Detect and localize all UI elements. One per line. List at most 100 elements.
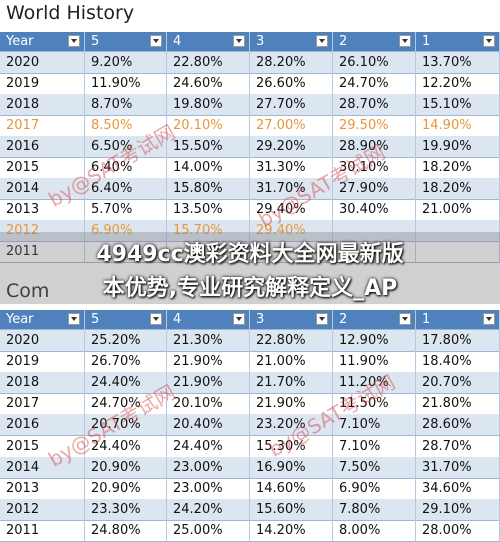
cell: 13.50%: [167, 199, 250, 221]
header-cell: 5: [85, 32, 167, 52]
cell: 21.90%: [167, 351, 250, 374]
cell: 2013: [0, 477, 85, 500]
banner: 4949cc澳彩资料大全网最新版 本优势,专业研究解释定义_AP: [0, 232, 500, 304]
table-title: Com: [6, 280, 50, 302]
cell: 7.80%: [333, 498, 416, 521]
cell: 2018: [0, 372, 85, 395]
banner-line: 本优势,专业研究解释定义_AP: [102, 276, 398, 301]
cell: 21.00%: [250, 351, 333, 374]
cell: 20.40%: [167, 414, 250, 437]
cell: 21.00%: [416, 199, 500, 221]
cell: 2011: [0, 241, 85, 263]
cell: 31.70%: [250, 178, 333, 200]
header-cell: 3: [250, 32, 333, 52]
cell: 11.90%: [85, 73, 167, 95]
filter-button[interactable]: [68, 35, 80, 47]
filter-button[interactable]: [399, 313, 411, 325]
cell: 20.70%: [416, 372, 500, 395]
cell: 26.70%: [85, 351, 167, 374]
cell: 2019: [0, 73, 85, 95]
cell: 12.20%: [416, 73, 500, 95]
cell: 6.90%: [333, 477, 416, 500]
cell: 28.70%: [333, 94, 416, 116]
cell: 23.20%: [250, 414, 333, 437]
cell: [167, 241, 250, 263]
cell: 31.70%: [416, 456, 500, 479]
filter-button[interactable]: [150, 35, 162, 47]
cell: 2018: [0, 94, 85, 116]
cell: 28.90%: [333, 136, 416, 158]
cell: 20.90%: [85, 456, 167, 479]
cell: 16.90%: [250, 456, 333, 479]
cell: 24.70%: [333, 73, 416, 95]
filter-button[interactable]: [316, 313, 328, 325]
cell: 2020: [0, 330, 85, 353]
cell: 26.10%: [333, 52, 416, 74]
cell: 20.90%: [85, 477, 167, 500]
cell: 2014: [0, 178, 85, 200]
header-cell: 1: [416, 32, 500, 52]
cell: 15.80%: [167, 178, 250, 200]
cell: 7.50%: [333, 456, 416, 479]
cell: 18.20%: [416, 178, 500, 200]
cell: 24.40%: [85, 372, 167, 395]
cell: 24.20%: [167, 498, 250, 521]
header-cell: Year: [0, 310, 85, 330]
cell: [333, 220, 416, 242]
cell: [250, 241, 333, 263]
filter-button[interactable]: [316, 35, 328, 47]
cell: 6.90%: [85, 220, 167, 242]
cell: 2017: [0, 115, 85, 137]
filter-button[interactable]: [150, 313, 162, 325]
header-cell: Year: [0, 32, 85, 52]
cell: 19.90%: [416, 136, 500, 158]
cell: 19.80%: [167, 94, 250, 116]
cell: 24.60%: [167, 73, 250, 95]
cell: 2012: [0, 220, 85, 242]
cell: 22.80%: [250, 330, 333, 353]
cell: 11.20%: [333, 372, 416, 395]
filter-button[interactable]: [68, 313, 80, 325]
cell: 12.90%: [333, 330, 416, 353]
header-cell: 3: [250, 310, 333, 330]
cell: 23.00%: [167, 477, 250, 500]
filter-button[interactable]: [483, 35, 495, 47]
filter-button[interactable]: [233, 313, 245, 325]
cell: 15.60%: [250, 498, 333, 521]
cell: 23.00%: [167, 456, 250, 479]
cell: 21.30%: [167, 330, 250, 353]
cell: 25.00%: [167, 519, 250, 542]
cell: 21.90%: [167, 372, 250, 395]
cell: 17.80%: [416, 330, 500, 353]
header-cell: 4: [167, 310, 250, 330]
cell: 18.40%: [416, 351, 500, 374]
cell: 21.70%: [250, 372, 333, 395]
cell: 22.80%: [167, 52, 250, 74]
cell: 28.20%: [250, 52, 333, 74]
filter-button[interactable]: [483, 313, 495, 325]
cell: 11.90%: [333, 351, 416, 374]
header-cell: 2: [333, 310, 416, 330]
header-cell: 1: [416, 310, 500, 330]
cell: 20.10%: [167, 115, 250, 137]
cell: 24.80%: [85, 519, 167, 542]
header-cell: 5: [85, 310, 167, 330]
cell: 15.70%: [167, 220, 250, 242]
cell: 2017: [0, 393, 85, 416]
filter-button[interactable]: [233, 35, 245, 47]
cell: 27.90%: [333, 178, 416, 200]
cell: 23.30%: [85, 498, 167, 521]
cell: 14.00%: [167, 157, 250, 179]
banner-line: 4949cc澳彩资料大全网最新版: [96, 242, 404, 267]
cell: 2016: [0, 136, 85, 158]
cell: 29.50%: [333, 115, 416, 137]
cell: 9.20%: [85, 52, 167, 74]
cell: 27.00%: [250, 115, 333, 137]
filter-button[interactable]: [399, 35, 411, 47]
cell: 25.20%: [85, 330, 167, 353]
header-cell: 4: [167, 32, 250, 52]
cell: 18.20%: [416, 157, 500, 179]
cell: 14.60%: [250, 477, 333, 500]
cell: 29.10%: [416, 498, 500, 521]
